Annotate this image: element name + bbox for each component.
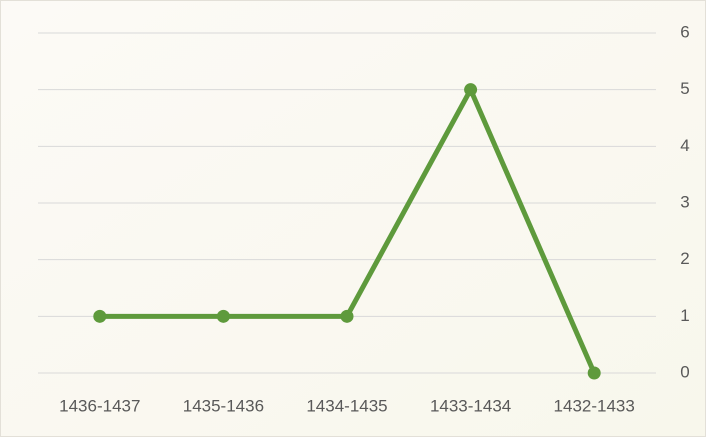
x-tick-label: 1435-1436 — [183, 396, 264, 415]
x-tick-label: 1433-1434 — [430, 396, 511, 415]
data-point — [464, 83, 478, 97]
grid: 0 1 2 3 4 5 6 1436-1437 1435-1436 1434-1435 1433-1… — [38, 22, 690, 415]
data-point — [587, 366, 601, 380]
x-tick-label: 1436-1437 — [59, 396, 140, 415]
y-tick-label: 5 — [680, 79, 689, 98]
y-tick-label: 3 — [680, 192, 689, 211]
data-point — [340, 309, 354, 323]
data-point — [216, 309, 230, 323]
x-tick-label: 1432-1433 — [554, 396, 635, 415]
y-tick-label: 4 — [680, 136, 689, 155]
x-tick-label: 1434-1435 — [306, 396, 387, 415]
y-tick-label: 0 — [680, 362, 689, 381]
data-point — [93, 309, 107, 323]
y-tick-label: 2 — [680, 249, 689, 268]
y-tick-label: 1 — [680, 306, 689, 325]
y-tick-label: 6 — [680, 22, 689, 41]
plot — [93, 83, 601, 380]
